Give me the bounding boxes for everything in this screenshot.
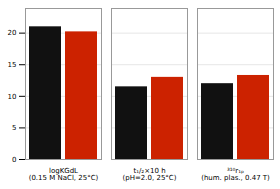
svg-text:t₁/₂×10 h(pH=2.0, 25°C): t₁/₂×10 h(pH=2.0, 25°C)	[123, 167, 177, 182]
svg-text:20: 20	[8, 29, 17, 37]
svg-text:0: 0	[12, 156, 16, 164]
svg-text:logKGdL(0.15 M NaCl, 25°C): logKGdL(0.15 M NaCl, 25°C)	[29, 167, 99, 182]
svg-text:10: 10	[8, 93, 17, 101]
svg-text:³¹⁰r₁ₚ(hum. plas., 0.47 T): ³¹⁰r₁ₚ(hum. plas., 0.47 T)	[201, 167, 270, 182]
svg-text:5: 5	[12, 124, 16, 132]
svg-text:15: 15	[8, 61, 17, 69]
